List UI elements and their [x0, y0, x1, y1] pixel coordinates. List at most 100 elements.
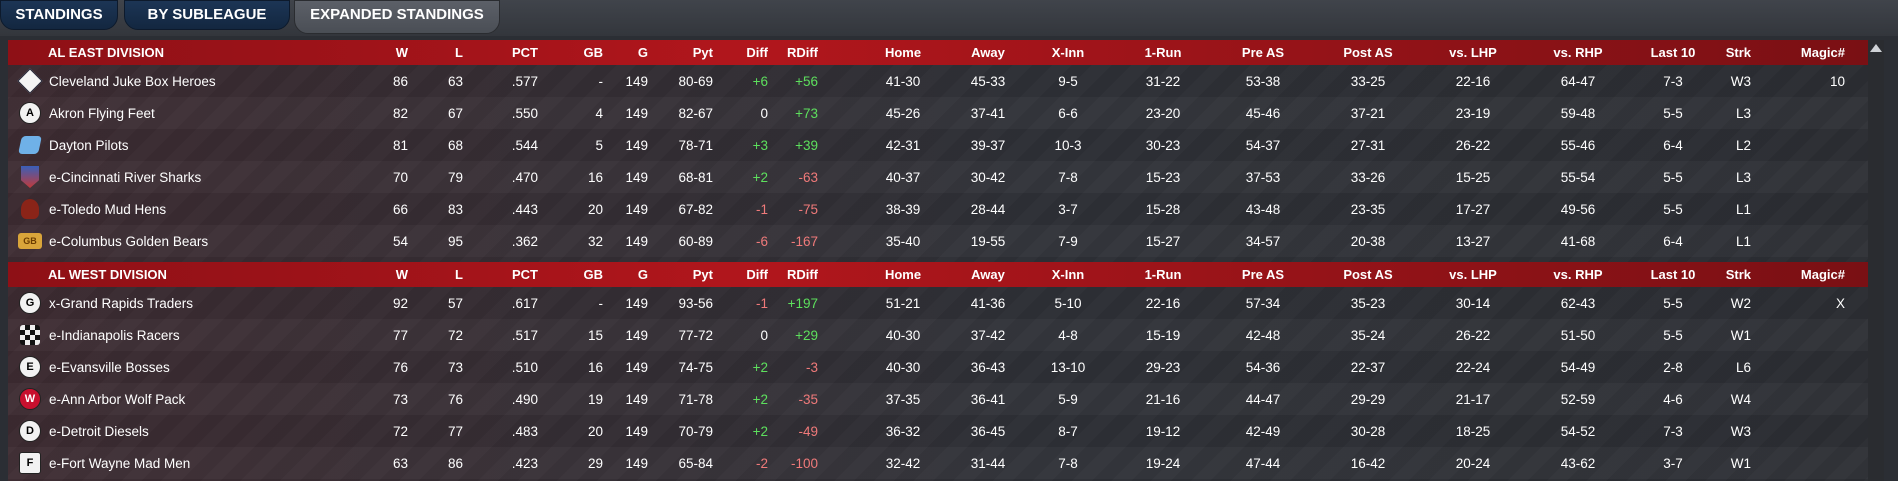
stat-cell: 37-53	[1245, 169, 1281, 185]
column-header[interactable]: Magic#	[1800, 267, 1845, 282]
column-header[interactable]: L	[455, 267, 463, 282]
team-name-link[interactable]: e-Ann Arbor Wolf Pack	[49, 391, 186, 407]
column-header[interactable]: Post AS	[1343, 267, 1393, 282]
column-header[interactable]: Post AS	[1343, 45, 1393, 60]
column-header[interactable]: Away	[971, 45, 1005, 60]
column-header[interactable]: vs. RHP	[1553, 45, 1603, 60]
team-name-link[interactable]: e-Indianapolis Racers	[49, 327, 180, 343]
stat-cell: 54	[392, 233, 408, 249]
stat-cell: W2	[1730, 295, 1751, 311]
column-header[interactable]: L	[455, 45, 463, 60]
column-header[interactable]: Last 10	[1650, 45, 1696, 60]
stat-cell: -	[598, 73, 604, 89]
column-header[interactable]: vs. LHP	[1449, 267, 1497, 282]
column-header[interactable]: RDiff	[786, 267, 818, 282]
stat-cell: 149	[625, 391, 648, 407]
column-header[interactable]: vs. RHP	[1553, 267, 1603, 282]
column-header[interactable]: X-Inn	[1051, 267, 1085, 282]
stat-cell: 22-24	[1455, 359, 1491, 375]
stat-cell: 15-19	[1145, 327, 1181, 343]
column-header[interactable]: Away	[971, 267, 1005, 282]
column-header[interactable]: GB	[583, 45, 604, 60]
stat-cell: 67-82	[678, 201, 713, 217]
stat-cell: 28-44	[970, 201, 1006, 217]
column-header[interactable]: Home	[884, 267, 922, 282]
tab-expanded-standings[interactable]: EXPANDED STANDINGS	[294, 0, 500, 34]
column-header[interactable]: Pyt	[692, 45, 713, 60]
stat-cell: W1	[1730, 327, 1751, 343]
stat-cell: 2-8	[1663, 359, 1683, 375]
column-header[interactable]: Pre AS	[1241, 267, 1285, 282]
table-row[interactable]: Cleveland Juke Box Heroes 86 63 .577 - 149 80-…	[8, 65, 1868, 97]
column-header[interactable]: Diff	[746, 45, 768, 60]
stat-cell: 30-42	[970, 169, 1006, 185]
table-row[interactable]: e-Cincinnati River Sharks 70 79 .470 16 149 68…	[8, 161, 1868, 193]
stat-cell: 31-44	[970, 455, 1006, 471]
scroll-up-arrow-icon[interactable]	[1870, 44, 1882, 52]
column-header[interactable]: Magic#	[1800, 45, 1845, 60]
stat-cell: 20-38	[1350, 233, 1386, 249]
column-header[interactable]: PCT	[512, 267, 538, 282]
stat-cell: 10-3	[1054, 137, 1082, 153]
column-header[interactable]: Pre AS	[1241, 45, 1285, 60]
team-name-link[interactable]: e-Cincinnati River Sharks	[49, 169, 202, 185]
stat-cell: 5	[595, 137, 603, 153]
team-name-link[interactable]: Akron Flying Feet	[49, 105, 155, 121]
column-header[interactable]: PCT	[512, 45, 538, 60]
column-header[interactable]: G	[637, 45, 648, 60]
column-header[interactable]: Strk	[1725, 267, 1751, 282]
column-header[interactable]: RDiff	[786, 45, 818, 60]
stat-cell: +3	[752, 137, 768, 153]
stat-cell: 19	[587, 391, 603, 407]
stat-cell: 35-24	[1350, 327, 1386, 343]
team-name-link[interactable]: e-Columbus Golden Bears	[49, 233, 209, 249]
stat-cell: 64-47	[1560, 73, 1596, 89]
table-row[interactable]: Dayton Pilots 81 68 .544 5 149 78-71 +3 +39 42-31…	[8, 129, 1868, 161]
stat-cell: 57-34	[1245, 295, 1281, 311]
table-row[interactable]: e-Toledo Mud Hens 66 83 .443 20 149 67-82 -1 -75…	[8, 193, 1868, 225]
tab-by-subleague[interactable]: BY SUBLEAGUE	[124, 0, 290, 30]
column-header[interactable]: X-Inn	[1051, 45, 1085, 60]
stat-cell: 63	[392, 455, 408, 471]
stat-cell	[1819, 383, 1845, 415]
table-row[interactable]: A Akron Flying Feet 82 67 .550 4 149 82-67 0 +73 4…	[8, 97, 1868, 129]
tab-standings[interactable]: STANDINGS	[0, 0, 118, 30]
stat-cell: 54-52	[1560, 423, 1596, 439]
vertical-scrollbar[interactable]	[1868, 40, 1884, 481]
column-header[interactable]: Diff	[746, 267, 768, 282]
team-name-link[interactable]: Dayton Pilots	[49, 137, 129, 153]
stat-cell: 7-3	[1663, 73, 1683, 89]
stat-cell: -49	[798, 423, 818, 439]
team-name-link[interactable]: e-Toledo Mud Hens	[49, 201, 167, 217]
table-row[interactable]: e-Indianapolis Racers 77 72 .517 15 149 77-72 0…	[8, 319, 1868, 351]
column-header[interactable]: 1-Run	[1144, 267, 1182, 282]
stat-cell: 36-41	[970, 391, 1006, 407]
column-header[interactable]: Last 10	[1650, 267, 1696, 282]
team-name-link[interactable]: e-Detroit Diesels	[49, 423, 149, 439]
team-name-link[interactable]: x-Grand Rapids Traders	[49, 295, 194, 311]
stat-cell: 32	[587, 233, 603, 249]
column-header[interactable]: 1-Run	[1144, 45, 1182, 60]
team-name-link[interactable]: e-Evansville Bosses	[49, 359, 170, 375]
stat-cell: 10	[1829, 73, 1845, 89]
team-name-link[interactable]: Cleveland Juke Box Heroes	[49, 73, 216, 89]
table-row[interactable]: GB e-Columbus Golden Bears 54 95 .362 32 149 60…	[8, 225, 1868, 257]
stat-cell: 8-7	[1058, 423, 1078, 439]
column-header[interactable]: Home	[884, 45, 922, 60]
stat-cell: 76	[392, 359, 408, 375]
column-header[interactable]: W	[395, 45, 408, 60]
column-header[interactable]: vs. LHP	[1449, 45, 1497, 60]
team-name-link[interactable]: e-Fort Wayne Mad Men	[49, 455, 191, 471]
column-header[interactable]: Strk	[1725, 45, 1751, 60]
column-header[interactable]: GB	[583, 267, 604, 282]
column-header[interactable]: G	[637, 267, 648, 282]
column-header[interactable]: W	[395, 267, 408, 282]
stat-cell	[1819, 97, 1845, 129]
column-header[interactable]: Pyt	[692, 267, 713, 282]
stat-cell: 62-43	[1560, 295, 1596, 311]
